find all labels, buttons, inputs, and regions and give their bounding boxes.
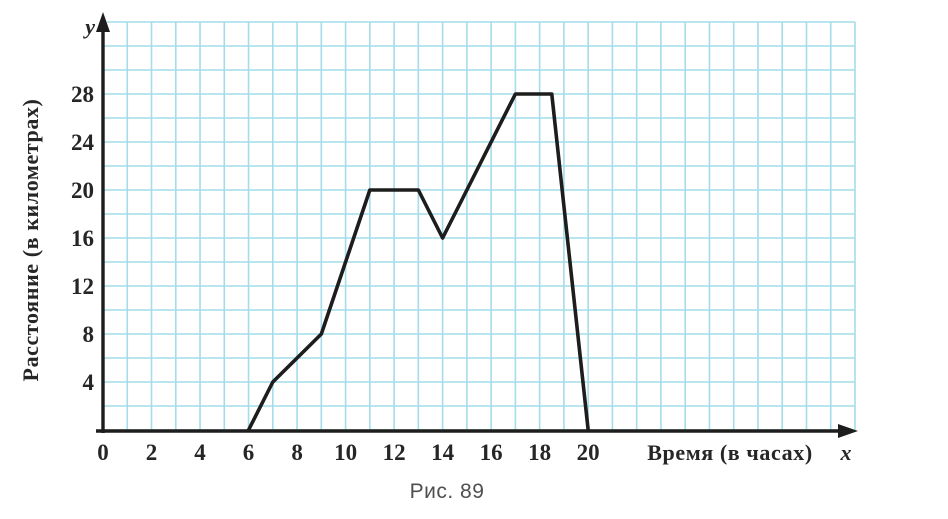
x-tick-label: 2 (146, 440, 158, 465)
y-tick-label: 8 (83, 322, 95, 347)
x-tick-label: 0 (97, 440, 109, 465)
y-tick-label: 12 (71, 274, 94, 299)
x-tick-label: 12 (383, 440, 406, 465)
x-tick-label: 10 (334, 440, 357, 465)
y-tick-labels: 4 8 12 16 20 24 28 (71, 82, 95, 395)
x-axis-arrow-icon (838, 424, 858, 438)
y-axis-arrow-icon (96, 12, 110, 32)
figure-caption: Рис. 89 (410, 480, 485, 503)
y-tick-label: 4 (83, 370, 95, 395)
x-tick-label: 8 (291, 440, 303, 465)
x-tick-label: 20 (577, 440, 600, 465)
axes (96, 12, 858, 438)
distance-curve (246, 92, 590, 432)
x-tick-label: 6 (243, 440, 255, 465)
grid (102, 21, 856, 431)
x-tick-label: 14 (431, 440, 455, 465)
x-tick-label: 4 (194, 440, 206, 465)
x-axis-label: Время (в часах) (647, 440, 813, 465)
y-axis-symbol: y (82, 14, 95, 39)
y-tick-label: 24 (71, 130, 95, 155)
y-tick-label: 16 (71, 226, 94, 251)
x-axis-symbol: x (840, 440, 852, 465)
x-tick-label: 16 (480, 440, 503, 465)
y-axis-label: Расстояние (в километрах) (18, 99, 43, 382)
y-tick-label: 20 (71, 178, 94, 203)
y-tick-label: 28 (71, 82, 94, 107)
x-tick-label: 18 (528, 440, 551, 465)
x-tick-labels: 0 2 4 6 8 10 12 14 16 18 20 (97, 440, 599, 465)
